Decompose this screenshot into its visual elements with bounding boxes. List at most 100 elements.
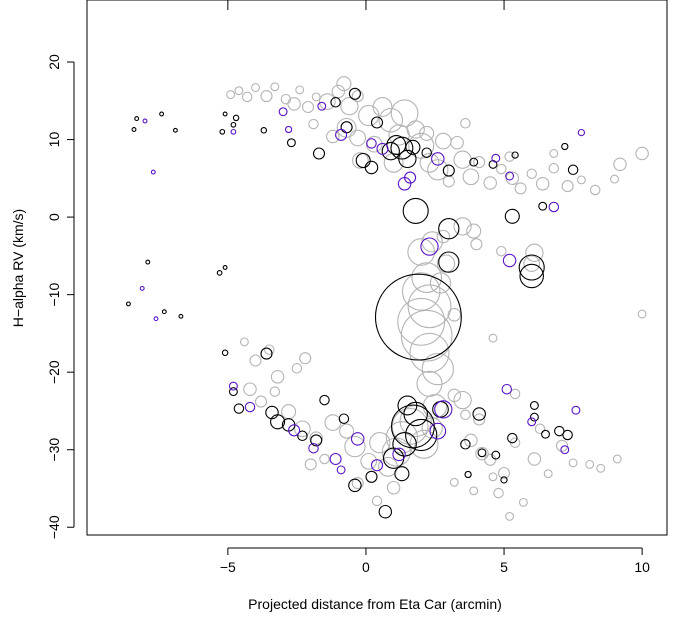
data-point	[142, 118, 148, 124]
data-point	[336, 76, 352, 92]
data-point	[610, 174, 619, 184]
data-point	[159, 111, 165, 117]
data-point	[134, 116, 140, 122]
data-point	[364, 160, 379, 175]
data-point	[585, 459, 595, 469]
data-point	[294, 420, 311, 438]
data-point	[352, 152, 369, 169]
data-point	[398, 149, 417, 169]
data-point	[460, 409, 471, 421]
data-point	[222, 265, 228, 270]
data-point	[462, 168, 480, 186]
data-point	[477, 448, 487, 458]
data-point	[488, 472, 498, 482]
data-point	[172, 127, 178, 133]
data-point	[488, 333, 498, 343]
data-point	[434, 400, 453, 419]
data-point	[243, 382, 257, 396]
data-point	[369, 432, 391, 454]
data-point	[139, 285, 145, 291]
data-point	[491, 450, 501, 460]
data-point	[265, 405, 279, 420]
data-point	[561, 180, 574, 193]
data-point	[405, 418, 438, 452]
data-point	[260, 347, 273, 360]
data-point	[505, 171, 515, 181]
data-point	[340, 121, 353, 134]
x-axis-label: Projected distance from Eta Car (arcmin)	[248, 596, 502, 612]
data-point	[453, 217, 472, 236]
x-tick-label: 10	[634, 559, 650, 575]
data-point	[381, 142, 400, 161]
data-point	[449, 477, 459, 487]
data-point	[519, 263, 544, 289]
data-point	[145, 259, 151, 265]
data-point	[514, 182, 527, 195]
data-point	[216, 270, 223, 276]
data-point	[472, 407, 486, 421]
data-point	[344, 435, 366, 458]
data-point	[234, 86, 244, 96]
data-point	[416, 370, 443, 397]
plot-frame	[86, 0, 668, 536]
data-point	[460, 118, 471, 129]
data-point	[438, 218, 460, 240]
data-point	[554, 425, 565, 437]
data-point	[178, 313, 184, 319]
data-point	[496, 245, 507, 257]
data-point	[507, 432, 518, 444]
data-point	[284, 125, 293, 134]
data-point	[427, 159, 449, 181]
data-point	[526, 168, 537, 179]
data-point	[226, 90, 236, 100]
data-point	[390, 136, 414, 160]
data-point	[310, 434, 323, 447]
y-tick-label: −20	[46, 360, 62, 384]
data-point	[286, 138, 296, 148]
data-point	[401, 272, 441, 311]
data-point	[562, 429, 573, 441]
data-point	[349, 129, 367, 147]
data-point	[219, 128, 226, 135]
data-point	[438, 251, 460, 273]
data-point	[386, 480, 401, 495]
data-point	[543, 469, 553, 479]
x-tick-label: −5	[220, 559, 236, 575]
data-point	[402, 197, 429, 224]
data-point	[466, 223, 482, 239]
data-point	[548, 201, 560, 213]
data-point	[496, 163, 507, 175]
data-point	[483, 176, 497, 190]
data-point	[447, 308, 462, 322]
data-point	[264, 344, 275, 355]
data-point	[232, 114, 240, 122]
data-point	[504, 151, 515, 162]
data-point	[400, 309, 453, 362]
data-point	[460, 439, 471, 450]
data-point	[434, 132, 452, 150]
data-point	[317, 101, 327, 111]
data-point	[221, 349, 229, 357]
data-point	[484, 453, 497, 466]
data-point	[502, 253, 517, 268]
data-point	[326, 129, 340, 144]
y-tick-label: 0	[46, 213, 62, 221]
data-point	[269, 386, 281, 397]
data-point	[442, 164, 455, 177]
data-point	[244, 401, 256, 413]
data-point	[230, 128, 237, 135]
data-point	[406, 120, 425, 139]
data-point	[331, 84, 346, 99]
data-point	[509, 388, 521, 400]
data-point	[378, 504, 393, 519]
data-point	[501, 383, 513, 395]
data-point	[453, 390, 472, 410]
data-point	[299, 352, 312, 365]
data-point	[348, 478, 362, 493]
data-point	[419, 125, 435, 141]
data-point	[523, 255, 541, 272]
data-point	[518, 497, 528, 507]
data-point	[397, 297, 446, 346]
data-point	[497, 466, 511, 480]
